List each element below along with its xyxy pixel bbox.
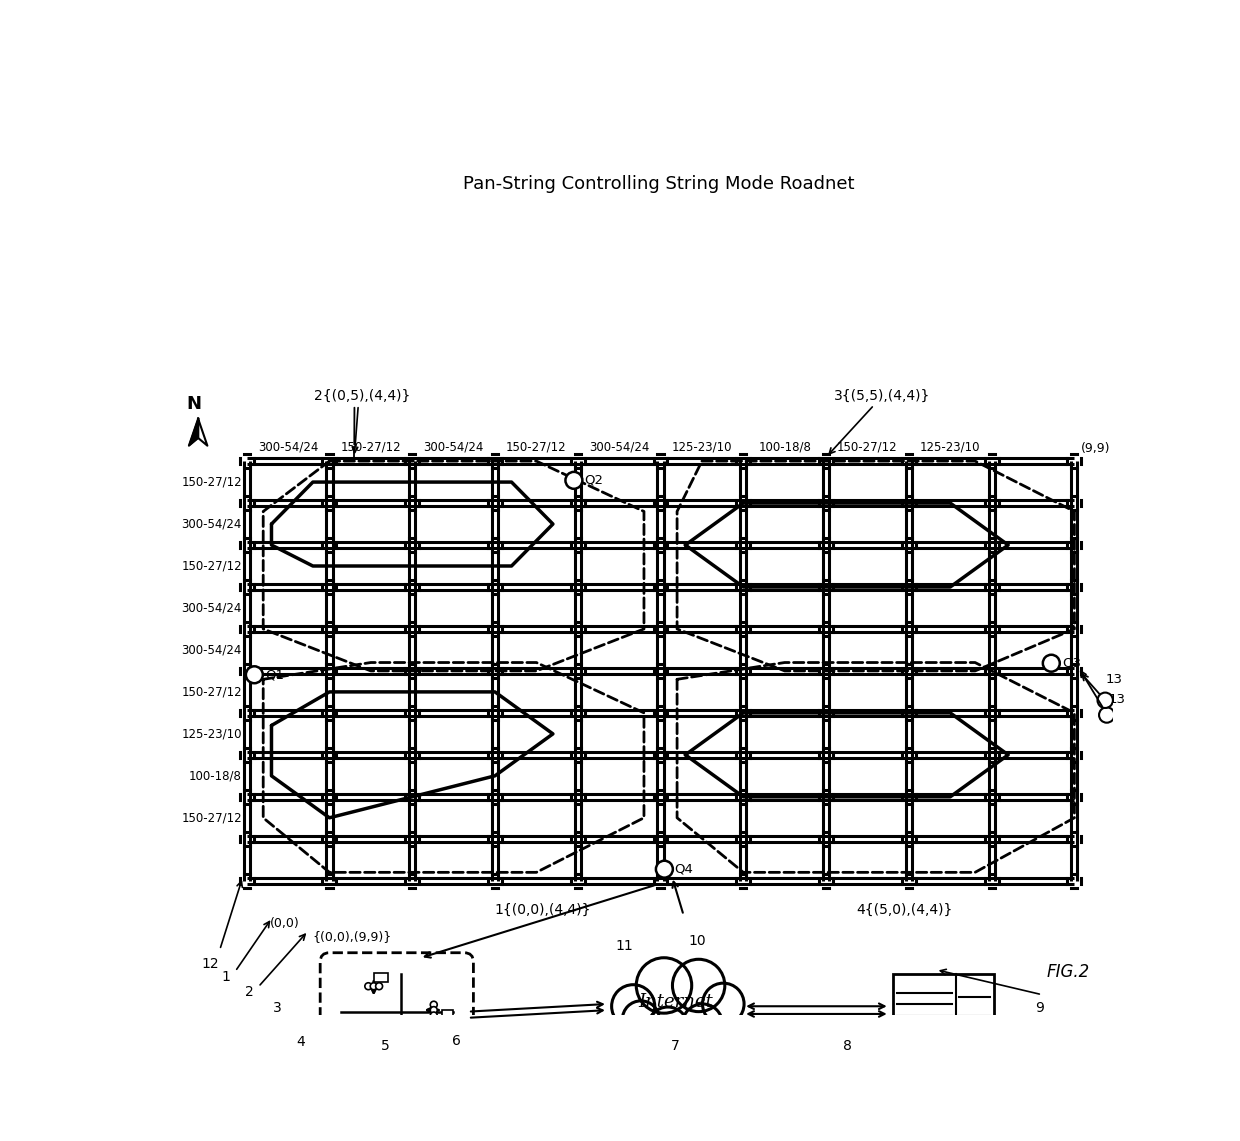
Circle shape — [246, 666, 263, 683]
Text: Q2: Q2 — [585, 474, 604, 487]
Text: 5: 5 — [381, 1039, 389, 1053]
Circle shape — [675, 1051, 688, 1065]
Circle shape — [376, 982, 383, 989]
Text: Q1: Q1 — [265, 669, 284, 681]
Text: 7: 7 — [671, 1039, 680, 1053]
Text: Q3: Q3 — [1063, 657, 1081, 670]
Circle shape — [622, 1001, 660, 1038]
Bar — [405, 1058, 418, 1066]
Text: 150-27/12: 150-27/12 — [837, 440, 898, 453]
Text: 150-27/12: 150-27/12 — [181, 686, 242, 698]
Circle shape — [636, 957, 692, 1013]
Bar — [441, 1010, 453, 1018]
Text: 6: 6 — [453, 1034, 461, 1047]
Circle shape — [430, 1002, 438, 1009]
Text: 150-27/12: 150-27/12 — [341, 440, 401, 453]
Bar — [894, 973, 993, 1046]
Text: 4{(5,0),(4,4)}: 4{(5,0),(4,4)} — [857, 903, 954, 917]
Circle shape — [661, 1036, 682, 1058]
Text: 150-27/12: 150-27/12 — [181, 559, 242, 573]
FancyBboxPatch shape — [320, 953, 474, 1083]
Circle shape — [647, 1008, 688, 1047]
Text: 100-18/8: 100-18/8 — [190, 769, 242, 783]
Circle shape — [611, 985, 655, 1028]
Text: 1{(0,0),(4,4)}: 1{(0,0),(4,4)} — [495, 903, 591, 917]
Circle shape — [365, 982, 372, 989]
Circle shape — [1043, 655, 1060, 672]
Text: 4: 4 — [296, 1035, 305, 1050]
Text: {(0,0),(9,9)}: {(0,0),(9,9)} — [312, 930, 392, 942]
Text: FIG.2: FIG.2 — [1047, 963, 1090, 981]
Circle shape — [365, 1042, 372, 1049]
Polygon shape — [188, 419, 198, 446]
Text: 300-54/24: 300-54/24 — [589, 440, 650, 453]
Circle shape — [430, 1006, 438, 1013]
Circle shape — [337, 1027, 343, 1035]
Circle shape — [1097, 693, 1112, 707]
Text: 12: 12 — [202, 957, 219, 971]
Bar — [374, 973, 388, 982]
Text: (0,0): (0,0) — [270, 916, 300, 930]
Polygon shape — [198, 419, 207, 446]
Text: 125-23/10: 125-23/10 — [181, 727, 242, 741]
Text: 300-54/24: 300-54/24 — [181, 518, 242, 531]
Text: 300-54/24: 300-54/24 — [181, 601, 242, 615]
Circle shape — [371, 1042, 377, 1049]
Text: 10: 10 — [688, 933, 706, 948]
Circle shape — [371, 982, 377, 989]
Circle shape — [682, 1004, 723, 1044]
Text: 125-23/10: 125-23/10 — [920, 440, 981, 453]
Text: 300-54/24: 300-54/24 — [423, 440, 484, 453]
Text: 100-18/8: 100-18/8 — [758, 440, 811, 453]
Text: 150-27/12: 150-27/12 — [181, 476, 242, 488]
Text: 150-27/12: 150-27/12 — [506, 440, 567, 453]
Text: Internet: Internet — [639, 994, 713, 1011]
Text: 3: 3 — [273, 1001, 281, 1014]
Text: 300-54/24: 300-54/24 — [181, 644, 242, 656]
Circle shape — [565, 472, 583, 488]
Text: 3{(5,5),(4,4)}: 3{(5,5),(4,4)} — [833, 389, 930, 403]
Text: N: N — [186, 395, 201, 413]
Text: 150-27/12: 150-27/12 — [181, 811, 242, 824]
Text: 300-54/24: 300-54/24 — [258, 440, 319, 453]
Text: 13: 13 — [1106, 673, 1123, 686]
Circle shape — [703, 984, 744, 1025]
Text: 2{(0,5),(4,4)}: 2{(0,5),(4,4)} — [314, 389, 410, 403]
Text: 8: 8 — [843, 1039, 852, 1053]
Circle shape — [672, 960, 725, 1012]
Circle shape — [1099, 707, 1115, 722]
FancyBboxPatch shape — [608, 977, 743, 1031]
Circle shape — [656, 860, 673, 877]
Text: 2: 2 — [244, 986, 253, 1000]
Text: 1: 1 — [222, 970, 231, 984]
Text: 13: 13 — [1109, 693, 1125, 706]
Text: Pan-String Controlling String Mode Roadnet: Pan-String Controlling String Mode Roadn… — [463, 175, 854, 193]
Circle shape — [337, 1022, 343, 1029]
Text: 9: 9 — [1035, 1001, 1044, 1014]
Circle shape — [337, 1017, 343, 1023]
Text: 11: 11 — [615, 939, 632, 953]
Text: Q4: Q4 — [675, 863, 693, 875]
Text: 125-23/10: 125-23/10 — [672, 440, 732, 453]
Text: (9,9): (9,9) — [1080, 442, 1110, 455]
Circle shape — [430, 1012, 438, 1019]
Circle shape — [376, 1042, 383, 1049]
